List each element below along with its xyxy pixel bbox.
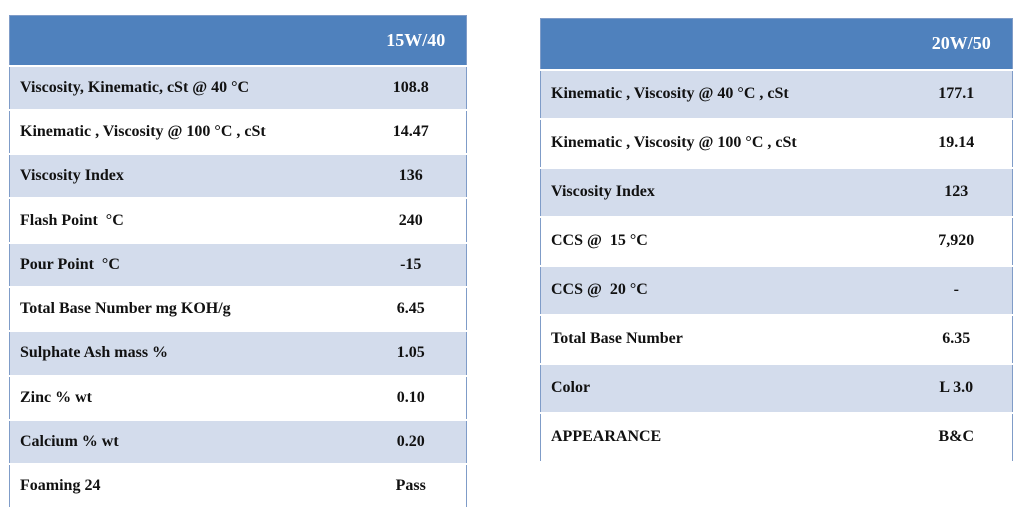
- header-row: 15W/40: [9, 15, 467, 67]
- property-cell: CCS @ 15 °C: [540, 216, 901, 267]
- value-cell: 123: [900, 167, 1013, 218]
- value-cell: Pass: [355, 464, 467, 509]
- table-row: Calcium % wt 0.20: [9, 419, 467, 466]
- spec-table: 15W/40 Viscosity, Kinematic, cSt @ 40 °C 1…: [9, 15, 467, 509]
- value-cell: 136: [355, 154, 467, 200]
- property-cell: Total Base Number: [540, 314, 901, 365]
- table-row: Color L 3.0: [540, 363, 1013, 414]
- table-row: Sulphate Ash mass % 1.05: [9, 331, 467, 377]
- value-cell: 0.10: [355, 375, 467, 421]
- property-cell: Total Base Number mg KOH/g: [9, 286, 356, 333]
- property-cell: Color: [540, 363, 901, 414]
- value-cell: 6.35: [900, 314, 1013, 365]
- table-row: Total Base Number mg KOH/g 6.45: [9, 286, 467, 333]
- table-row: Viscosity Index 136: [9, 154, 467, 200]
- property-cell: Kinematic , Viscosity @ 100 °C , cSt: [9, 109, 356, 156]
- value-cell: B&C: [900, 412, 1013, 463]
- property-cell: Zinc % wt: [9, 375, 356, 421]
- value-cell: L 3.0: [900, 363, 1013, 414]
- value-cell: 7,920: [900, 216, 1013, 267]
- property-cell: Kinematic , Viscosity @ 100 °C , cSt: [540, 118, 901, 169]
- table-row: Total Base Number 6.35: [540, 314, 1013, 365]
- value-cell: 19.14: [900, 118, 1013, 169]
- table-row: Pour Point °C -15: [9, 242, 467, 288]
- table-row: Viscosity Index 123: [540, 167, 1013, 218]
- table-row: Foaming 24 Pass: [9, 464, 467, 509]
- table-row: Viscosity, Kinematic, cSt @ 40 °C 108.8: [9, 65, 467, 111]
- header-cell: [540, 18, 901, 71]
- table-row: Zinc % wt 0.10: [9, 375, 467, 421]
- header-cell: 20W/50: [900, 18, 1013, 71]
- value-cell: -: [900, 265, 1013, 316]
- property-cell: Viscosity Index: [9, 154, 356, 200]
- table-row: Kinematic , Viscosity @ 40 °C , cSt 177.1: [540, 69, 1013, 120]
- value-cell: 6.45: [355, 286, 467, 333]
- value-cell: 177.1: [900, 69, 1013, 120]
- spec-table: 20W/50 Kinematic , Viscosity @ 40 °C , cS…: [540, 18, 1013, 463]
- value-cell: -15: [355, 242, 467, 288]
- property-cell: Foaming 24: [9, 464, 356, 509]
- table-row: APPEARANCE B&C: [540, 412, 1013, 463]
- value-cell: 108.8: [355, 65, 467, 111]
- table-row: Kinematic , Viscosity @ 100 °C , cSt 14.4…: [9, 109, 467, 156]
- value-cell: 240: [355, 198, 467, 244]
- value-cell: 0.20: [355, 419, 467, 466]
- property-cell: Pour Point °C: [9, 242, 356, 288]
- header-cell: 15W/40: [355, 15, 467, 67]
- table-row: Flash Point °C 240: [9, 198, 467, 244]
- property-cell: Viscosity Index: [540, 167, 901, 218]
- table-row: CCS @ 15 °C 7,920: [540, 216, 1013, 267]
- property-cell: Kinematic , Viscosity @ 40 °C , cSt: [540, 69, 901, 120]
- property-cell: Viscosity, Kinematic, cSt @ 40 °C: [9, 65, 356, 111]
- property-cell: Calcium % wt: [9, 419, 356, 466]
- header-row: 20W/50: [540, 18, 1013, 71]
- value-cell: 14.47: [355, 109, 467, 156]
- table-row: Kinematic , Viscosity @ 100 °C , cSt 19.1…: [540, 118, 1013, 169]
- property-cell: CCS @ 20 °C: [540, 265, 901, 316]
- property-cell: Sulphate Ash mass %: [9, 331, 356, 377]
- value-cell: 1.05: [355, 331, 467, 377]
- table-row: CCS @ 20 °C -: [540, 265, 1013, 316]
- header-cell: [9, 15, 356, 67]
- property-cell: Flash Point °C: [9, 198, 356, 244]
- property-cell: APPEARANCE: [540, 412, 901, 463]
